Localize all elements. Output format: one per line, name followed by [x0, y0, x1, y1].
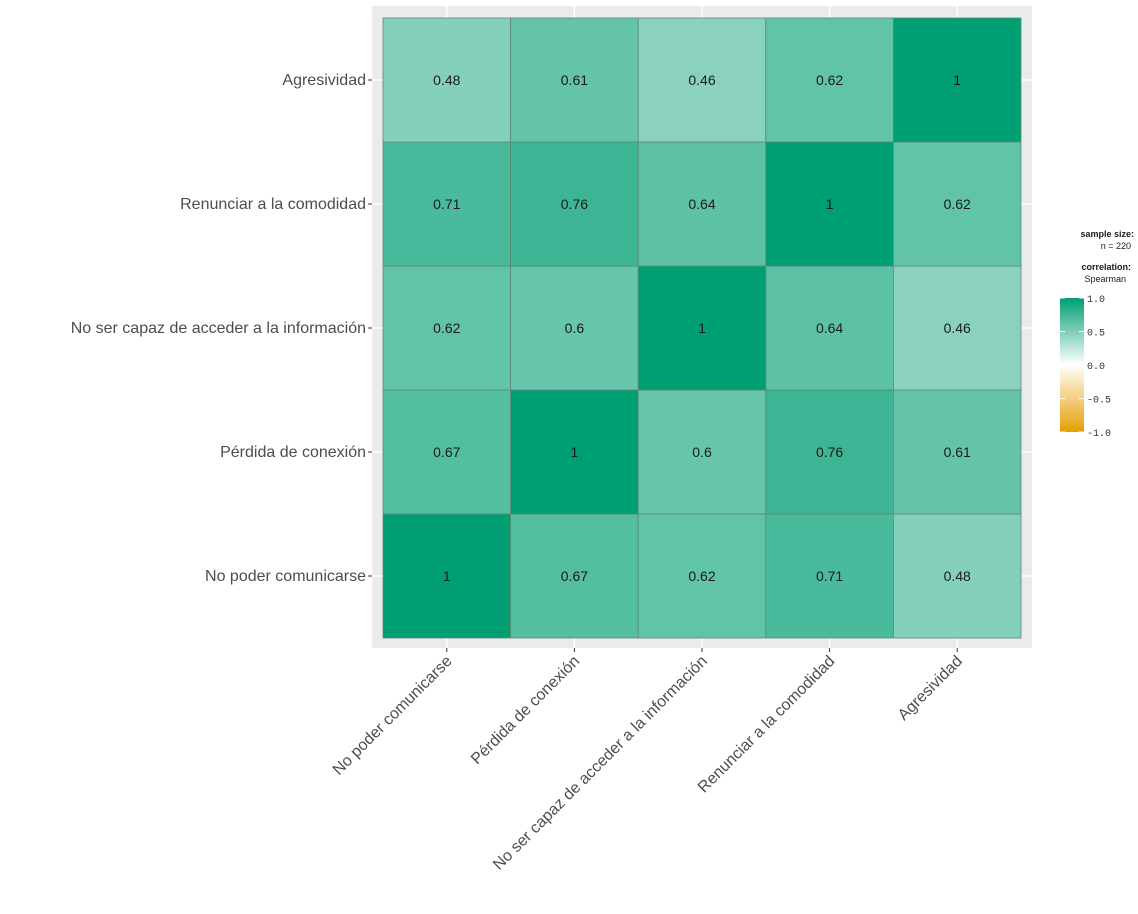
x-axis-tick-label: Agresividad — [895, 653, 966, 724]
cell-value-label: 0.61 — [944, 444, 971, 460]
cell-value-label: 1 — [826, 196, 834, 212]
cell-value-label: 0.46 — [944, 320, 971, 336]
heatmap-cell — [765, 389, 894, 515]
heatmap-cell — [893, 17, 1022, 143]
legend-corr-method: Spearman — [1084, 274, 1126, 284]
legend-tick-label: -1.0 — [1087, 429, 1111, 440]
color-legend: sample size: n = 220 correlation: Spearm… — [1060, 229, 1134, 440]
heatmap-cell — [893, 389, 1022, 515]
x-axis-tick-label: No ser capaz de acceder a la información — [490, 653, 711, 874]
cell-value-label: 0.76 — [816, 444, 843, 460]
cell-value-label: 1 — [571, 444, 579, 460]
legend-tick-label: 0.0 — [1087, 362, 1105, 373]
x-axis-tick-label: Pérdida de conexión — [468, 653, 583, 768]
cell-value-label: 0.71 — [433, 196, 460, 212]
cell-value-label: 1 — [698, 320, 706, 336]
legend-tick-label: 0.5 — [1087, 329, 1105, 340]
legend-tick-label: -0.5 — [1087, 396, 1111, 407]
heatmap-cell — [893, 265, 1022, 391]
heatmap-cell — [637, 17, 767, 143]
cell-value-label: 0.64 — [688, 196, 715, 212]
legend-sample-title: sample size: — [1080, 229, 1134, 239]
y-axis-tick-label: Renunciar a la comodidad — [180, 196, 366, 213]
cell-value-label: 1 — [443, 568, 451, 584]
y-axis-tick-label: No ser capaz de acceder a la información — [71, 320, 366, 337]
cell-value-label: 0.46 — [688, 72, 715, 88]
cell-value-label: 0.76 — [561, 196, 588, 212]
heatmap-cell — [765, 513, 894, 639]
y-axis-tick-label: Pérdida de conexión — [220, 444, 366, 461]
cell-value-label: 1 — [953, 72, 961, 88]
y-axis-tick-label: Agresividad — [282, 72, 366, 89]
cell-value-label: 0.62 — [944, 196, 971, 212]
y-axis-tick-label: No poder comunicarse — [205, 568, 366, 585]
cell-value-label: 0.6 — [692, 444, 712, 460]
cell-value-label: 0.64 — [816, 320, 843, 336]
heatmap-cell — [637, 141, 767, 267]
heatmap-cell — [637, 265, 767, 391]
heatmap-cell — [510, 265, 639, 391]
heatmap-cell — [510, 389, 639, 515]
heatmap-cell — [510, 513, 639, 639]
heatmap-cell — [765, 17, 894, 143]
x-axis-tick-label: Renunciar a la comodidad — [695, 653, 838, 796]
heatmap-cell — [382, 141, 511, 267]
legend-corr-title: correlation: — [1081, 262, 1131, 272]
heatmap-cell — [382, 513, 511, 639]
heatmap-cell — [893, 513, 1022, 639]
cell-value-label: 0.48 — [433, 72, 460, 88]
cell-value-label: 0.67 — [561, 568, 588, 584]
cell-value-label: 0.48 — [944, 568, 971, 584]
heatmap-cell — [765, 265, 894, 391]
cell-value-label: 0.61 — [561, 72, 588, 88]
cell-value-label: 0.6 — [565, 320, 585, 336]
cell-value-label: 0.62 — [433, 320, 460, 336]
cell-value-label: 0.62 — [816, 72, 843, 88]
legend-tick-label: 1.0 — [1087, 295, 1105, 306]
heatmap-cell — [510, 17, 639, 143]
cell-value-label: 0.62 — [688, 568, 715, 584]
heatmap-cell — [893, 141, 1022, 267]
legend-sample-value: n = 220 — [1101, 241, 1131, 251]
heatmap-cell — [382, 389, 511, 515]
heatmap-cell — [510, 141, 639, 267]
cell-value-label: 0.71 — [816, 568, 843, 584]
cell-value-label: 0.67 — [433, 444, 460, 460]
x-axis-tick-label: No poder comunicarse — [330, 653, 456, 779]
heatmap-cell — [637, 513, 767, 639]
